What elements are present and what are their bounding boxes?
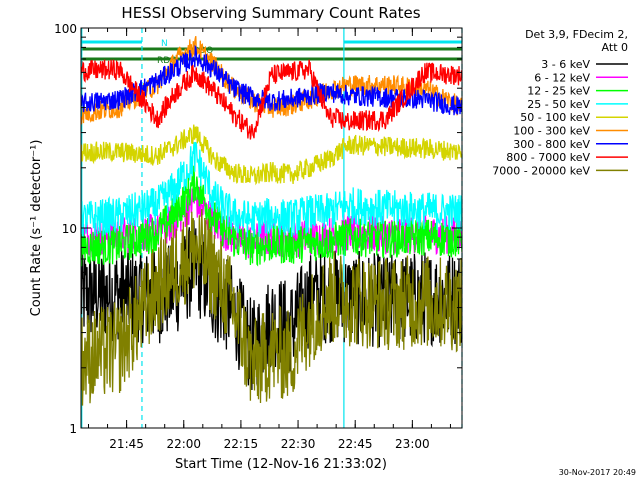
x-tick-label: 23:00 <box>395 437 430 451</box>
legend-header: Det 3,9, FDecim 2, <box>525 28 628 41</box>
timestamp: 30-Nov-2017 20:49 <box>559 468 636 477</box>
legend-entry-label: 100 - 300 keV <box>513 125 590 138</box>
series-line <box>81 165 462 267</box>
legend-header: Att 0 <box>602 41 628 54</box>
x-tick-label: 22:00 <box>166 437 201 451</box>
y-tick-label: 1 <box>69 422 77 436</box>
series-line <box>81 59 462 140</box>
x-axis-label: Start Time (12-Nov-16 21:33:02) <box>175 457 387 472</box>
flag-label: RDO <box>157 56 177 66</box>
x-tick-label: 22:30 <box>281 437 316 451</box>
flag-label: N <box>161 39 168 49</box>
legend-entry-label: 7000 - 20000 keV <box>492 164 590 177</box>
y-tick-label: 10 <box>62 222 77 236</box>
x-tick-label: 22:15 <box>224 437 259 451</box>
legend-entry-label: 800 - 7000 keV <box>506 151 590 164</box>
y-tick-label: 100 <box>54 22 77 36</box>
x-axis: 21:45 22:00 22:15 22:30 22:45 23:00 <box>88 28 451 451</box>
legend-entry-label: 3 - 6 keV <box>541 58 590 71</box>
series-line <box>81 124 462 186</box>
legend-entry-label: 50 - 100 keV <box>520 111 590 124</box>
legend-entry-label: 300 - 800 keV <box>513 138 590 151</box>
legend-entry-label: 6 - 12 keV <box>534 71 590 84</box>
y-axis-label: Count Rate (s⁻¹ detector⁻¹) <box>29 140 44 317</box>
x-tick-label: 22:45 <box>338 437 373 451</box>
legend-entry-label: 25 - 50 keV <box>527 98 590 111</box>
x-tick-label: 21:45 <box>109 437 144 451</box>
series-group <box>81 36 462 406</box>
chart-title: HESSI Observing Summary Count Rates <box>121 4 420 22</box>
legend-entry-label: 12 - 25 keV <box>527 85 590 98</box>
y-axis: 1 10 100 <box>54 22 462 436</box>
series-line <box>81 141 462 239</box>
series-line <box>81 208 462 406</box>
